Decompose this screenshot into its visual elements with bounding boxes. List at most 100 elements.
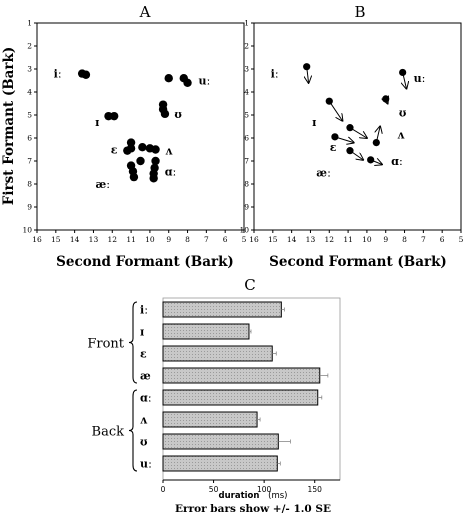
panel-a-label: A (139, 3, 151, 21)
y-tick-label: 2 (244, 42, 249, 51)
y-tick-label: 5 (244, 111, 249, 120)
data-point (164, 74, 173, 83)
y-tick-label: 3 (27, 65, 32, 74)
x-tick-label: 9 (166, 235, 171, 244)
panel-a-vowel-labels: iː ɪ ε æː uː ʊ ʌ ɑː (54, 68, 211, 191)
y-tick-label: 1 (244, 19, 249, 28)
group-label: Back (92, 425, 125, 440)
x-tick-label: 6 (223, 235, 228, 244)
panel-b-frame (253, 22, 462, 231)
data-point (81, 70, 91, 79)
trajectory-onset-point (372, 139, 380, 147)
y-tick-label: 8 (27, 180, 32, 189)
vowel-label: ɪ (95, 116, 99, 129)
panel-c-axes (162, 297, 341, 481)
data-point (160, 109, 170, 119)
vowel-label: ʊ (399, 107, 407, 120)
vowel-label: iː (271, 68, 279, 81)
category-label: ε (140, 348, 147, 361)
category-label: ɑː (140, 392, 152, 405)
y-tick-label: 7 (244, 157, 249, 166)
x-tick-label: 9 (383, 235, 388, 244)
category-label: uː (140, 458, 152, 471)
y-tick-label: 8 (244, 180, 249, 189)
y-tick-label: 10 (239, 226, 249, 235)
y-tick-label: 7 (27, 157, 32, 166)
data-point (149, 174, 158, 183)
x-tick-label: 7 (421, 235, 426, 244)
panel-c-x-axis-label: duration (ms) (219, 491, 288, 501)
data-point (138, 143, 147, 152)
vowel-label: uː (414, 72, 426, 85)
vowel-label: uː (198, 75, 210, 88)
data-point (123, 146, 132, 155)
panel-a-y-axis-label: First Formant (Bark) (1, 47, 17, 206)
duration-bar (162, 389, 319, 406)
x-tick-label: 8 (185, 235, 190, 244)
vowel-label: ɑː (165, 165, 177, 178)
panel-c-x-axis-unit: (ms) (268, 491, 287, 501)
y-tick-label: 5 (27, 111, 32, 120)
y-tick-label: 9 (27, 203, 32, 212)
data-point (183, 78, 192, 88)
trajectory-onset-point (331, 133, 339, 141)
panel-c-x-ticks: 0 50 100 150 (161, 480, 322, 494)
panel-c-group-brackets: Front Back (87, 301, 138, 472)
x-tick-label: 15 (51, 235, 61, 244)
vowel-label: ε (330, 141, 337, 154)
vowel-label: ɑː (391, 155, 403, 168)
panel-c-category-labels: iː ɪεæ ɑː ʌʊ uː (140, 304, 152, 471)
x-tick-label: 150 (308, 485, 323, 494)
panel-b-x-ticks: 16 15 14 13 12 11 10 9 8 7 6 5 (249, 230, 464, 244)
y-tick-label: 4 (244, 88, 249, 97)
x-tick-label: 12 (324, 235, 334, 244)
vowel-label: ʌ (397, 129, 405, 142)
group-label: Front (87, 337, 124, 352)
category-label: ʊ (140, 436, 148, 449)
vowel-label: ε (111, 144, 118, 157)
data-point (109, 111, 119, 121)
group-bracket (128, 301, 138, 384)
x-tick-label: 0 (161, 485, 166, 494)
trajectory-onset-point (346, 147, 354, 155)
panel-c-label: C (244, 276, 255, 294)
x-tick-label: 15 (268, 235, 278, 244)
vowel-label: æː (95, 178, 110, 191)
data-point (129, 172, 139, 182)
x-tick-label: 6 (440, 235, 445, 244)
x-tick-label: 16 (32, 235, 42, 244)
panel-c-bars (162, 301, 329, 472)
panel-b-y-ticks: 1 2 3 4 5 6 7 8 9 10 (239, 19, 254, 235)
x-tick-label: 16 (249, 235, 259, 244)
panel-b-label: B (354, 3, 365, 21)
x-tick-label: 11 (126, 235, 136, 244)
y-tick-label: 1 (27, 19, 32, 28)
trajectory-onset-point (303, 63, 311, 71)
y-tick-label: 10 (22, 226, 32, 235)
panel-a-x-ticks: 16 15 14 13 12 11 10 9 8 7 6 5 (32, 230, 247, 244)
panel-c-footnote: Error bars show +/- 1.0 SE (175, 503, 331, 515)
x-tick-label: 13 (89, 235, 99, 244)
duration-bar (162, 323, 250, 340)
duration-bar (162, 455, 278, 472)
x-tick-label: 5 (242, 235, 247, 244)
vowel-label: ɪ (312, 116, 316, 129)
x-tick-label: 11 (343, 235, 353, 244)
panel-b-x-axis-label: Second Formant (Bark) (269, 254, 447, 270)
category-label: æ (140, 370, 151, 383)
x-tick-label: 14 (70, 235, 80, 244)
x-tick-label: 5 (459, 235, 464, 244)
trajectory-onset-point (346, 124, 354, 132)
trajectory-arrow (328, 100, 342, 121)
duration-bar (162, 345, 273, 362)
vowel-label: ʊ (174, 108, 182, 121)
panel-c: C iː ɪεæ ɑː ʌʊ uː Front Back 0 50 100 150 durati… (87, 276, 341, 515)
x-tick-label: 14 (287, 235, 297, 244)
vowel-label: æː (316, 167, 331, 180)
duration-bar (162, 433, 279, 450)
y-tick-label: 3 (244, 65, 249, 74)
x-tick-label: 10 (362, 235, 372, 244)
